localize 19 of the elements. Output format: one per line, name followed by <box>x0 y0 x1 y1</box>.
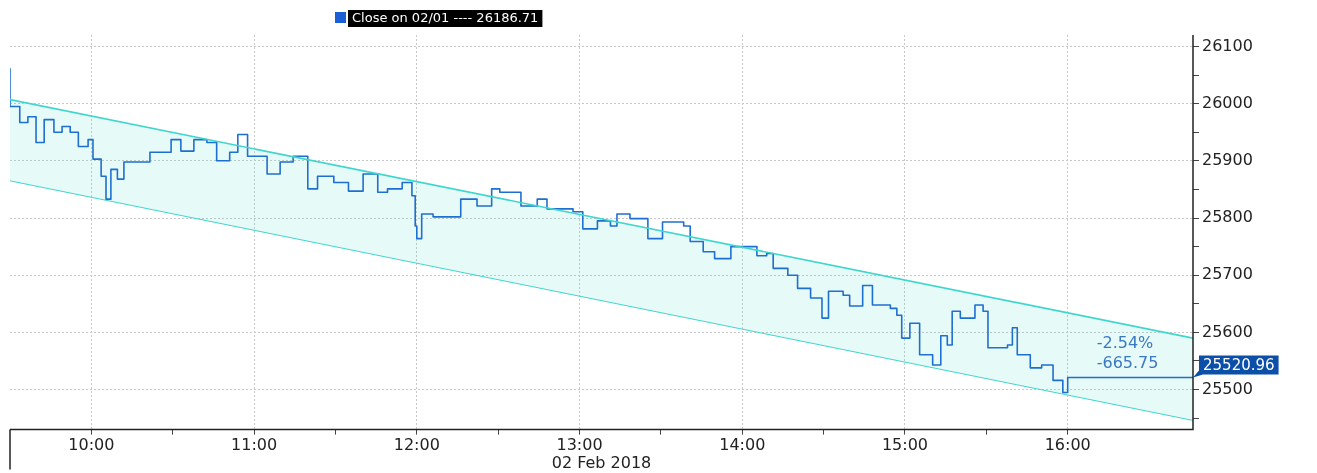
y-tick-label: 25600 <box>1202 321 1253 341</box>
y-tick-label: 26000 <box>1202 92 1253 112</box>
x-tick-label: 10:00 <box>68 435 115 455</box>
y-tick-label: 25500 <box>1202 378 1253 398</box>
x-tick-label: 15:00 <box>881 435 929 455</box>
x-tick-label: 13:00 <box>556 435 603 455</box>
x-tick-label: 16:00 <box>1044 435 1091 455</box>
x-axis-title: 02 Feb 2018 <box>551 452 652 472</box>
annotation: -665.75 <box>1096 352 1159 372</box>
annotation: -2.54% <box>1096 332 1154 352</box>
x-tick-label: 14:00 <box>719 435 766 455</box>
annotation: 25520.96 <box>1203 355 1275 374</box>
x-tick-label: 11:00 <box>231 435 278 455</box>
text: Close on 02/01 ---- 26186.71 <box>352 10 539 26</box>
y-tick-label: 25800 <box>1202 207 1253 227</box>
x-tick-label: 12:00 <box>393 435 440 455</box>
y-tick-label: 25900 <box>1202 149 1253 169</box>
y-tick-label: 26100 <box>1202 35 1253 55</box>
y-tick-label: 25700 <box>1202 264 1253 284</box>
